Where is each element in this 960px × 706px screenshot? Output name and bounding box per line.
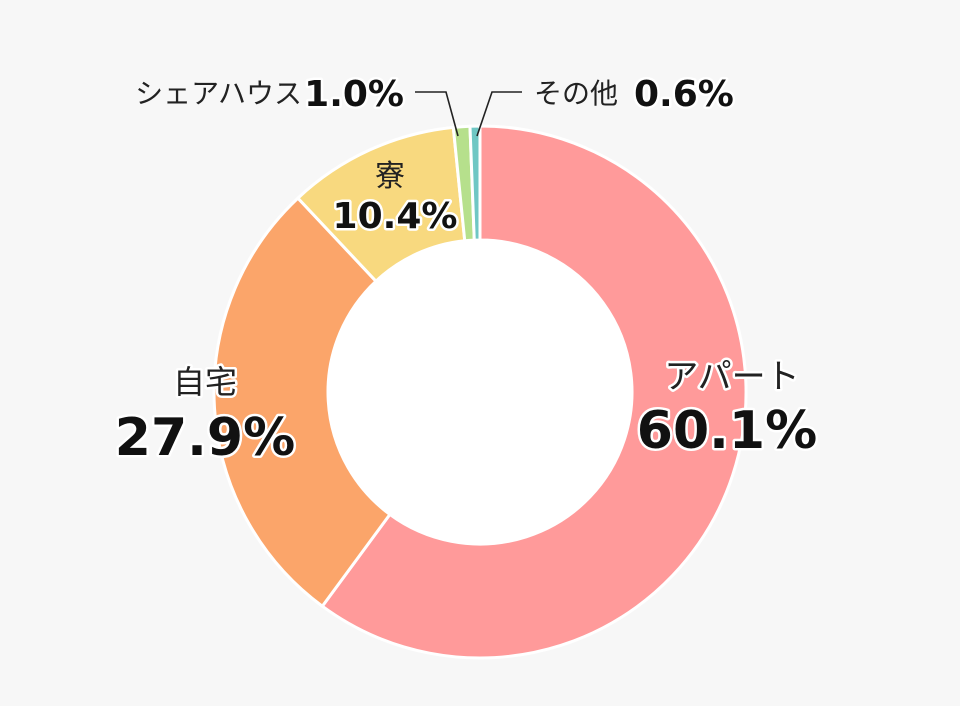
leader-line-shareh bbox=[415, 91, 459, 137]
slice-value-other: 0.6% bbox=[634, 74, 734, 115]
slice-value-apartment: 60.1% bbox=[637, 401, 817, 461]
slice-value-home: 27.9% bbox=[115, 408, 295, 468]
slice-label-dorm: 寮 bbox=[375, 159, 405, 194]
slice-value-dorm: 10.4% bbox=[333, 196, 458, 237]
slice-label-other: その他 bbox=[534, 77, 618, 110]
slice-label-sharehouse: シェアハウス bbox=[135, 77, 302, 110]
slice-label-apartment: アパート bbox=[664, 357, 799, 397]
leader-line-other bbox=[476, 91, 522, 137]
slices-group bbox=[212, 124, 748, 660]
slice-value-sharehouse: 1.0% bbox=[304, 74, 404, 115]
slice-label-home: 自宅 bbox=[173, 363, 237, 401]
donut-hole bbox=[328, 240, 632, 544]
